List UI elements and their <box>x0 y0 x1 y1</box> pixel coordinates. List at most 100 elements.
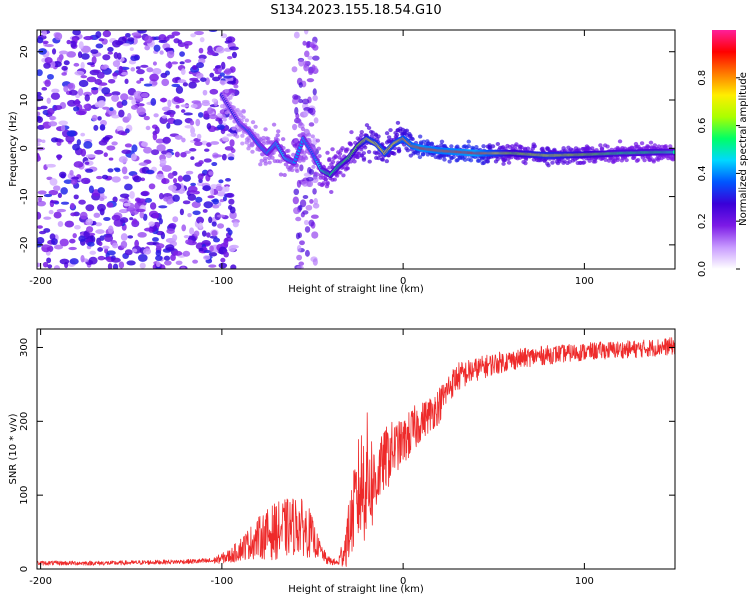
spectrogram-halo-cell <box>495 142 501 147</box>
spectrogram-noise-cell <box>182 200 191 205</box>
spectrogram-noise-cell <box>41 139 46 143</box>
spectrogram-noise-cell <box>156 144 166 152</box>
spectrogram-halo-cell <box>648 140 654 145</box>
spectrogram-noise-cell <box>124 128 130 134</box>
spectrogram-noise-cell <box>135 66 141 70</box>
spectrogram-noise-cell <box>306 180 314 188</box>
spectrogram-halo-cell <box>361 157 367 162</box>
spectrogram-noise-cell <box>111 242 119 249</box>
spectrogram-noise-cell <box>211 98 218 103</box>
spectrogram-noise-cell <box>66 130 77 137</box>
spectrogram-noise-cell <box>209 245 214 252</box>
spectrogram-noise-cell <box>165 244 175 251</box>
spectrogram-noise-cell <box>176 97 185 104</box>
spectrogram-noise-cell <box>43 62 51 69</box>
spectrogram-noise-cell <box>121 149 132 154</box>
spectrogram-noise-cell <box>117 130 126 136</box>
spectrogram-halo-cell <box>468 158 474 163</box>
spectrogram-noise-cell <box>162 136 171 144</box>
spectrogram-noise-cell <box>292 196 299 205</box>
spectrogram-noise-cell <box>74 70 85 76</box>
spectrogram-halo-cell <box>394 132 400 137</box>
spectrogram-y-tick-label: 10 <box>19 94 30 107</box>
spectrogram-halo-cell <box>349 130 354 135</box>
spectrogram-noise-cell <box>191 100 201 104</box>
spectrogram-noise-cell <box>312 55 320 61</box>
spectrogram-halo-cell <box>370 130 375 135</box>
spectrogram-noise-cell <box>44 79 51 87</box>
spectrogram-noise-cell <box>168 223 177 229</box>
spectrogram-noise-cell <box>172 234 178 242</box>
spectrogram-noise-cell <box>208 113 218 120</box>
spectrogram-noise-cell <box>71 176 80 180</box>
spectrogram-noise-cell <box>228 245 237 252</box>
spectrogram-noise-cell <box>83 140 93 149</box>
spectrogram-noise-cell <box>134 239 139 248</box>
spectrogram-halo-cell <box>271 150 276 155</box>
spectrogram-noise-cell <box>208 264 217 268</box>
spectrogram-noise-cell <box>72 233 77 239</box>
spectrogram-noise-cell <box>155 243 165 249</box>
spectrogram-noise-cell <box>229 211 237 220</box>
spectrogram-noise-cell <box>80 45 91 54</box>
spectrogram-halo-cell <box>635 157 641 162</box>
spectrogram-noise-cell <box>88 256 98 265</box>
spectrogram-halo-cell <box>466 139 471 144</box>
spectrogram-noise-cell <box>98 241 103 247</box>
spectrogram-noise-cell <box>191 201 201 209</box>
spectrogram-noise-cell <box>48 121 58 127</box>
spectrogram-noise-cell <box>101 174 109 180</box>
spectrogram-halo-cell <box>340 146 345 151</box>
spectrogram-noise-cell <box>198 247 204 252</box>
spectrogram-noise-cell <box>312 94 318 102</box>
spectrogram-noise-cell <box>207 107 214 114</box>
spectrogram-noise-cell <box>153 113 159 118</box>
spectrogram-noise-cell <box>190 182 197 187</box>
spectrogram-noise-cell <box>129 47 134 52</box>
colorbar-tick-label: 0.6 <box>697 118 708 134</box>
spectrogram-halo-cell <box>617 139 623 144</box>
spectrogram-noise-cell <box>53 211 62 219</box>
spectrogram-noise-cell <box>37 190 47 195</box>
spectrogram-noise-cell <box>73 194 79 200</box>
spectrogram-noise-cell <box>193 230 200 237</box>
spectrogram-noise-cell <box>166 200 173 205</box>
colorbar-gradient <box>712 30 736 269</box>
spectrogram-noise-cell <box>129 217 134 221</box>
spectrogram-noise-cell <box>211 230 218 237</box>
spectrogram-noise-cell <box>64 220 75 228</box>
spectrogram-noise-cell <box>208 30 218 33</box>
colorbar-tick-label: 0.8 <box>697 70 708 86</box>
spectrogram-noise-cell <box>37 200 47 207</box>
spectrogram-halo-cell <box>327 157 332 162</box>
spectrogram-noise-cell <box>310 214 319 219</box>
spectrogram-noise-cell <box>201 140 208 146</box>
spectrogram-noise-cell <box>89 250 97 255</box>
spectrogram-noise-cell <box>182 250 191 257</box>
spectrogram-x-tick-label: -100 <box>211 276 234 287</box>
spectrogram-noise-cell <box>224 68 232 75</box>
spectrogram-noise-cell <box>111 214 121 221</box>
spectrogram-noise-cell <box>296 179 302 188</box>
spectrogram-noise-cell <box>37 106 43 111</box>
spectrogram-noise-cell <box>171 31 181 36</box>
spectrogram-noise-cell <box>183 112 193 116</box>
spectrogram-noise-cell <box>303 60 308 68</box>
spectrogram-noise-cell <box>305 204 313 211</box>
spectrogram-noise-cell <box>212 154 223 158</box>
spectrogram-noise-cell <box>155 266 161 269</box>
spectrogram-halo-cell <box>240 141 245 146</box>
spectrogram-noise-cell <box>109 107 114 112</box>
spectrogram-noise-cell <box>49 178 58 186</box>
spectrogram-noise-cell <box>312 188 317 195</box>
spectrogram-noise-cell <box>185 239 193 245</box>
spectrogram-noise-cell <box>210 141 220 145</box>
spectrogram-y-tick-label: -20 <box>19 237 30 253</box>
spectrogram-y-tick-label: 20 <box>19 45 30 58</box>
spectrogram-x-tick-label: -200 <box>29 276 52 287</box>
spectrogram-halo-cell <box>523 157 529 162</box>
spectrogram-noise-cell <box>150 98 157 106</box>
spectrogram-halo-cell <box>355 155 360 160</box>
